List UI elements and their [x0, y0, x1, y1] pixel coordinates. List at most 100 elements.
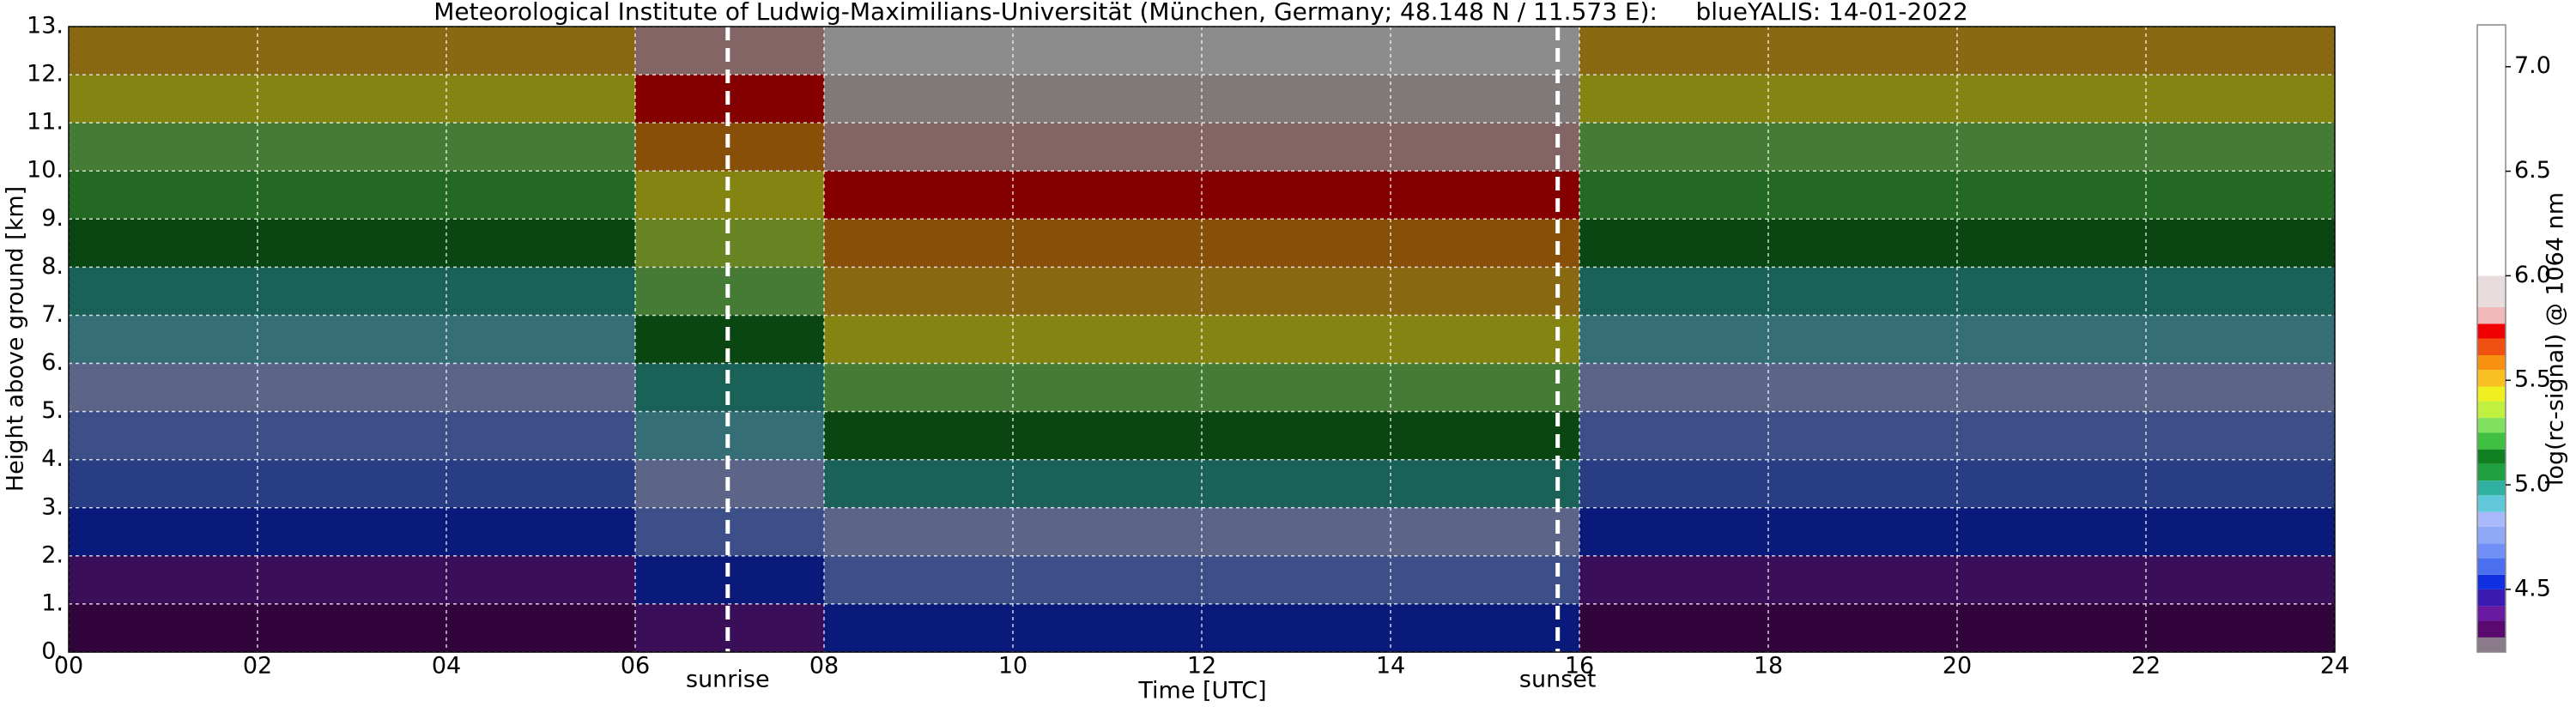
heatmap-cell	[1768, 27, 1957, 76]
colorbar-segment	[2477, 480, 2506, 496]
annotation-label: sunrise	[686, 667, 770, 693]
heatmap-cell	[258, 75, 446, 124]
colorbar-segment	[2477, 354, 2506, 371]
heatmap-cell	[824, 603, 1013, 652]
heatmap-cell	[1957, 411, 2146, 460]
heatmap-cell	[2146, 555, 2335, 604]
heatmap-cell	[446, 459, 635, 508]
x-tick-label: 14	[1376, 653, 1405, 680]
heatmap-cell	[69, 363, 258, 412]
x-tick-label: 20	[1943, 653, 1972, 680]
heatmap-cell	[69, 411, 258, 460]
heatmap-cell	[258, 171, 446, 220]
heatmap-cell	[1202, 555, 1391, 604]
heatmap-cell	[1202, 363, 1391, 412]
heatmap-cell	[1579, 123, 1768, 172]
y-axis-title: Height above ground [km]	[3, 186, 29, 492]
plot-frame	[68, 26, 2336, 653]
colorbar-title: log(rc-signal) @ 1064 nm	[2543, 192, 2569, 486]
x-axis-title: Time [UTC]	[1137, 678, 1266, 704]
heatmap-cell	[2146, 603, 2335, 652]
y-tick-label: 13.	[27, 13, 64, 39]
colorbar-segment	[2477, 558, 2506, 575]
colorbar-segment	[2477, 401, 2506, 419]
heatmap-cell	[258, 411, 446, 460]
heatmap-cell	[1579, 27, 1768, 76]
heatmap-cell	[1202, 507, 1391, 556]
y-tick-label: 0.	[41, 638, 64, 665]
heatmap-cell	[1957, 363, 2146, 412]
colorbar-tick-label: 5.5	[2514, 366, 2551, 393]
heatmap-cell	[258, 27, 446, 76]
heatmap-cell	[1013, 75, 1202, 124]
heatmap-cell	[446, 363, 635, 412]
heatmap-cell	[2146, 363, 2335, 412]
heatmap-cell	[1957, 315, 2146, 364]
heatmap-cell	[1013, 267, 1202, 316]
heatmap-cell	[824, 171, 1013, 220]
heatmap-cell	[1013, 27, 1202, 76]
heatmap-cell	[1013, 123, 1202, 172]
heatmap-cell	[1579, 171, 1768, 220]
x-tick-label: 02	[243, 653, 272, 680]
annotation-label: sunset	[1519, 667, 1597, 693]
heatmap-cell	[446, 27, 635, 76]
heatmap-cell	[1013, 603, 1202, 652]
heatmap-cell	[1391, 363, 1579, 412]
colorbar-segment	[2477, 574, 2506, 589]
x-tick-label: 12	[1187, 653, 1216, 680]
heatmap-cell	[824, 411, 1013, 460]
heatmap-cell	[446, 315, 635, 364]
heatmap-cell	[258, 363, 446, 412]
colorbar-segment	[2477, 370, 2506, 387]
heatmap-cell	[1579, 75, 1768, 124]
heatmap-cell	[1957, 171, 2146, 220]
y-tick-label: 12.	[27, 61, 64, 88]
heatmap-cell	[2146, 123, 2335, 172]
heatmap-cell	[446, 267, 635, 316]
colorbar-tick-label: 5.0	[2514, 471, 2551, 498]
heatmap-cell	[1202, 123, 1391, 172]
x-tick-label: 00	[54, 653, 83, 680]
colorbar-segment	[2477, 495, 2506, 512]
heatmap-cell	[1957, 75, 2146, 124]
heatmap-cell	[69, 27, 258, 76]
heatmap-cell	[69, 507, 258, 556]
colorbar-segment	[2477, 418, 2506, 433]
heatmap-cell	[69, 219, 258, 268]
heatmap-cell	[2146, 315, 2335, 364]
colorbar-segment	[2477, 306, 2506, 324]
colorbar-frame	[2476, 24, 2506, 653]
heatmap-cell	[1391, 459, 1579, 508]
heatmap-cell	[1768, 219, 1957, 268]
colorbar-segment	[2477, 275, 2506, 307]
heatmap-cell	[1768, 555, 1957, 604]
heatmap-cell	[2146, 411, 2335, 460]
x-tick-label: 08	[809, 653, 839, 680]
heatmap-cell	[1768, 603, 1957, 652]
heatmap-cell	[824, 267, 1013, 316]
x-tick-label: 16	[1565, 653, 1594, 680]
heatmap-cell	[1391, 603, 1579, 652]
heatmap-cell	[1957, 555, 2146, 604]
heatmap-cell	[824, 219, 1013, 268]
heatmap-cell	[824, 555, 1013, 604]
heatmap-cell	[2146, 75, 2335, 124]
heatmap-cell	[1391, 219, 1579, 268]
colorbar-segment	[2477, 637, 2506, 652]
heatmap-cell	[1202, 27, 1391, 76]
heatmap-cell	[1202, 171, 1391, 220]
colorbar-tick-label: 7.0	[2514, 52, 2551, 79]
heatmap-cell	[1957, 123, 2146, 172]
heatmap-cell	[1957, 27, 2146, 76]
heatmap-cell	[446, 555, 635, 604]
colorbar-segment	[2477, 463, 2506, 481]
heatmap-cell	[1202, 267, 1391, 316]
heatmap-cell	[1768, 267, 1957, 316]
heatmap-cell	[258, 555, 446, 604]
heatmap-cell	[1768, 363, 1957, 412]
heatmap-cell	[2146, 27, 2335, 76]
y-tick-label: 8.	[41, 253, 64, 280]
heatmap-cell	[69, 315, 258, 364]
